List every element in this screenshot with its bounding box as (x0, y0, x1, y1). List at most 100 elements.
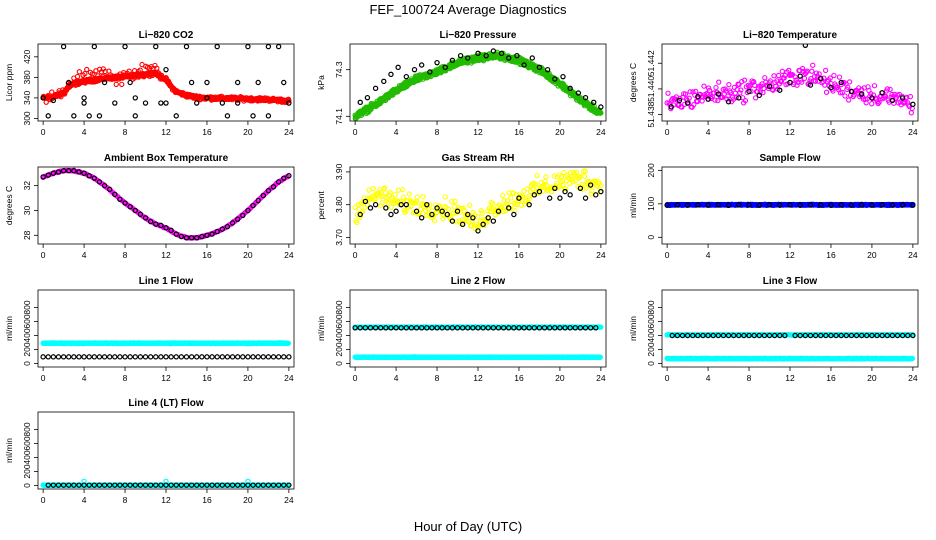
data-point (465, 55, 471, 61)
x-tick-label: 12 (161, 373, 171, 383)
x-tick-label: 8 (747, 250, 752, 260)
data-point (58, 94, 64, 100)
data-point (506, 55, 512, 61)
data-point (393, 325, 399, 331)
plot-area (40, 44, 292, 119)
data-point (810, 62, 816, 68)
data-point (684, 100, 691, 106)
x-tick-label: 4 (706, 250, 711, 260)
data-point (598, 104, 604, 110)
data-point (526, 201, 532, 208)
data-point (546, 195, 553, 201)
data-point (475, 214, 481, 220)
data-point (527, 189, 534, 195)
data-point (838, 79, 844, 86)
y-tick-label: 600 (22, 314, 32, 328)
data-point (490, 48, 497, 54)
panel-title: Line 3 Flow (763, 276, 818, 287)
data-point (122, 200, 128, 206)
data-point (725, 93, 731, 99)
data-point (799, 79, 805, 85)
data-point (424, 325, 430, 331)
data-point (260, 192, 266, 199)
data-point (130, 76, 136, 82)
data-point (449, 325, 456, 331)
x-tick-label: 4 (82, 250, 87, 260)
data-point (470, 215, 476, 221)
data-point (910, 101, 916, 108)
data-point (163, 100, 169, 106)
data-point (204, 354, 210, 360)
y-axis-label: kPa (316, 75, 326, 90)
data-point (587, 325, 594, 331)
data-point (686, 95, 692, 101)
data-point (544, 66, 551, 73)
data-point (119, 81, 125, 88)
data-point (127, 79, 133, 86)
data-point (495, 325, 502, 331)
data-point (219, 226, 226, 232)
data-point (117, 354, 123, 360)
data-point (204, 95, 210, 101)
data-point (715, 97, 721, 104)
data-point (552, 76, 558, 82)
data-point (265, 187, 272, 194)
data-point (459, 325, 466, 331)
data-point (209, 354, 215, 360)
panel-title: Gas Stream RH (442, 153, 515, 164)
series-1 (357, 182, 604, 234)
data-point (858, 91, 865, 97)
data-point (884, 86, 891, 92)
data-point (420, 194, 426, 200)
data-point (442, 64, 448, 71)
x-tick-label: 12 (785, 127, 795, 137)
data-point (399, 186, 406, 193)
x-tick-label: 24 (284, 373, 294, 383)
y-tick-label: 51.440 (646, 76, 656, 102)
data-point (475, 325, 481, 331)
x-tick-label: 0 (41, 250, 46, 260)
data-point (250, 113, 256, 119)
data-point (676, 97, 683, 104)
data-point (445, 206, 452, 212)
data-point (224, 223, 231, 230)
y-tick-label: 380 (22, 70, 32, 84)
data-point (250, 202, 256, 209)
data-point (828, 202, 834, 208)
data-point (183, 235, 190, 241)
data-point (442, 194, 448, 200)
data-point (821, 75, 827, 81)
data-point (598, 188, 604, 195)
data-point (593, 192, 599, 198)
data-point (665, 90, 671, 96)
series-0 (352, 49, 604, 121)
data-point (910, 202, 916, 208)
y-axis-label: degrees C (628, 63, 638, 102)
data-point (352, 325, 358, 331)
data-point (413, 325, 420, 331)
y-tick-label: 28 (22, 230, 32, 240)
data-point (781, 75, 787, 81)
data-point (82, 70, 88, 77)
data-point (245, 44, 251, 50)
data-point (429, 211, 435, 218)
x-tick-label: 4 (82, 373, 87, 383)
data-point (418, 215, 425, 221)
data-point (725, 202, 732, 208)
data-point (260, 354, 266, 360)
data-point (480, 325, 486, 331)
data-point (383, 325, 389, 331)
data-point (799, 65, 806, 72)
data-point (767, 78, 773, 84)
data-point (96, 179, 103, 185)
plot-area (352, 324, 604, 361)
data-point (229, 220, 236, 226)
data-point (173, 231, 179, 237)
data-point (81, 170, 87, 176)
data-point (73, 82, 79, 88)
data-point (836, 74, 843, 80)
data-point (516, 195, 522, 201)
data-point (199, 354, 205, 360)
x-axis-label: Hour of Day (UTC) (414, 519, 522, 534)
